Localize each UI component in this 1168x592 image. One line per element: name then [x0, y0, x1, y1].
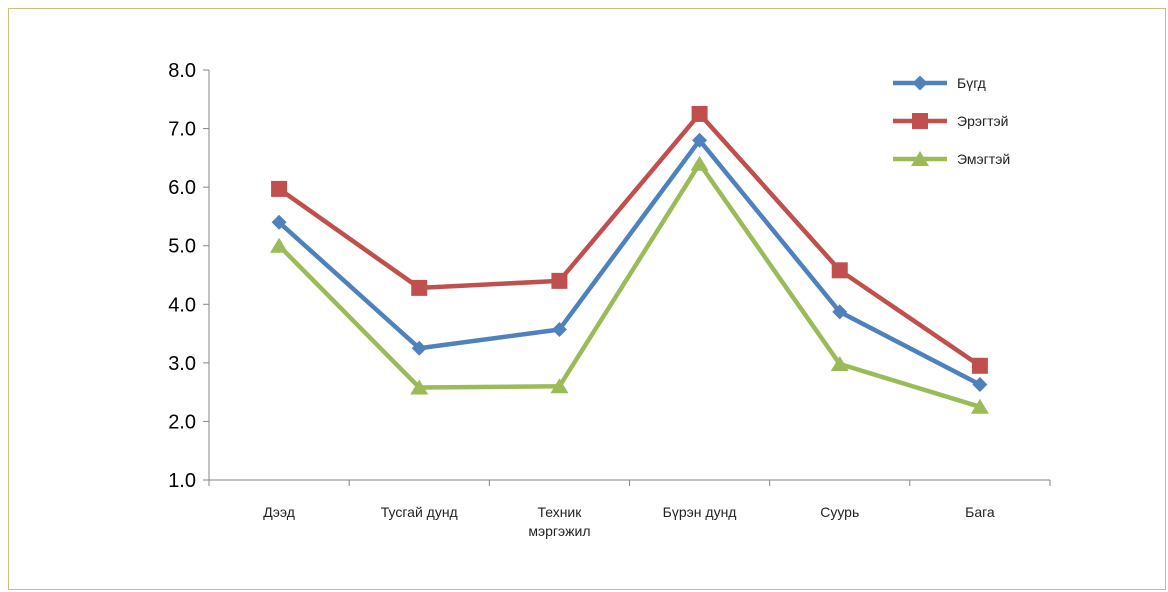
y-tick-label: 4.0 [168, 294, 196, 316]
y-tick-label: 6.0 [168, 177, 196, 199]
data-point [971, 357, 988, 374]
legend-label: Бүгд [957, 75, 986, 91]
data-point [831, 262, 848, 279]
data-point [271, 180, 288, 197]
data-point [271, 214, 287, 230]
data-point [830, 356, 849, 372]
data-point [972, 377, 988, 393]
x-tick-label: Тусгай дунд [381, 504, 458, 520]
y-tick-label: 8.0 [168, 60, 196, 82]
series-line [277, 161, 981, 409]
data-point [551, 272, 568, 289]
data-point [832, 304, 848, 320]
chart-frame [8, 8, 1166, 590]
series-line [277, 111, 982, 368]
series-line [277, 138, 981, 387]
x-tick-label: Техник [537, 504, 582, 520]
data-point [270, 237, 289, 253]
data-point [411, 340, 427, 356]
legend-marker [912, 75, 928, 91]
data-point [692, 132, 708, 148]
y-tick-label: 3.0 [168, 353, 196, 375]
x-tick-label: Бүрэн дунд [663, 504, 737, 520]
x-tick-label: мэргэжил [528, 523, 590, 539]
y-tick-label: 2.0 [168, 411, 196, 433]
y-tick-label: 1.0 [168, 470, 196, 492]
y-tick-label: 7.0 [168, 119, 196, 141]
x-tick-label: Дээд [263, 504, 295, 520]
data-point [411, 279, 428, 296]
data-point [410, 379, 429, 395]
legend-label: Эмэгтэй [957, 151, 1010, 167]
y-tick-label: 5.0 [168, 236, 196, 258]
x-tick-label: Бага [965, 504, 995, 520]
x-tick-label: Суурь [820, 504, 859, 520]
data-point [970, 398, 989, 414]
legend-marker [911, 151, 929, 166]
legend-marker [912, 113, 928, 129]
data-point [690, 155, 709, 171]
data-point [550, 378, 569, 394]
legend-label: Эрэгтэй [957, 113, 1008, 129]
data-point [691, 105, 708, 122]
data-point [551, 321, 567, 337]
